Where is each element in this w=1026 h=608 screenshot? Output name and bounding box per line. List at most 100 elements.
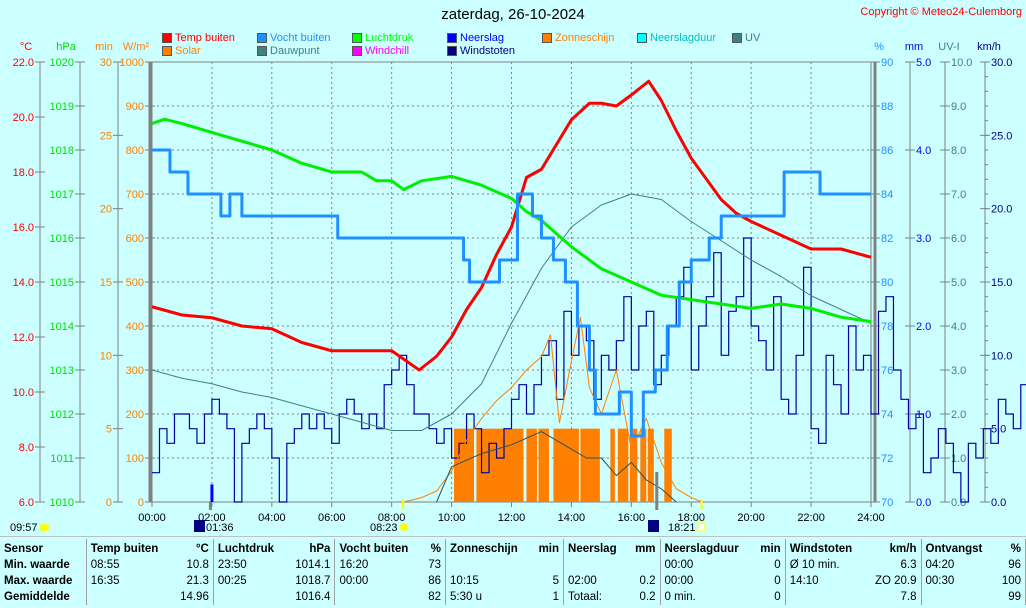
sunshine-bar: [476, 428, 524, 502]
axis-tick-label: 18.0: [13, 167, 34, 179]
cell-time: 00:00: [339, 575, 369, 587]
legend-label: Solar: [175, 45, 201, 57]
cell-value: 100: [994, 573, 1026, 589]
cell-time: [785, 589, 865, 605]
cell-time: 0 min.: [664, 591, 696, 603]
x-tick-label: 10:00: [438, 512, 466, 524]
axis-tick-label: 80: [881, 277, 893, 289]
cell-time: 00:25: [217, 575, 247, 587]
legend-item[interactable]: Neerslag: [447, 32, 504, 44]
axis-unit-rain: mm: [905, 41, 923, 53]
axis-tick-label: 74: [881, 409, 893, 421]
cell-value: 21.3: [171, 573, 214, 589]
axis-tick-label: 15: [100, 277, 112, 289]
axis-tick-label: 8.0: [19, 442, 34, 454]
cell-time: [446, 557, 532, 573]
cell-time: 5:30 u: [450, 591, 483, 603]
legend-item[interactable]: Dauwpunt: [257, 45, 320, 57]
legend-item[interactable]: Neerslagduur: [637, 32, 716, 44]
axis-tick-label: 1020: [50, 57, 74, 69]
legend-label: Neerslagduur: [650, 32, 717, 44]
legend-label: UV: [745, 32, 761, 44]
table-row: Gemiddelde 14.96 1016.4 82 5:30 u 1 Totaal: 0.2…: [0, 589, 1026, 605]
axis-tick-label: 0: [138, 497, 144, 509]
legend-swatch: [257, 46, 267, 56]
legend-item[interactable]: Vocht buiten: [257, 32, 331, 44]
legend-label: Neerslag: [460, 32, 505, 44]
sunshine-bar: [664, 428, 672, 502]
sunrise-label: 08:23: [370, 522, 398, 534]
column-header: Windstoten: [789, 543, 853, 555]
axis-unit-hum: %: [874, 41, 884, 53]
legend-label: Temp buiten: [175, 32, 235, 44]
moonrise-label: 01:36: [206, 522, 234, 534]
legend-item[interactable]: Solar: [162, 45, 201, 57]
series-uv: [436, 431, 677, 503]
axis-tick-label: 700: [126, 189, 144, 201]
cell-value: 86: [421, 573, 447, 589]
cell-time: 00:30: [925, 575, 955, 587]
copyright-link[interactable]: Copyright © Meteo24-Culemborg: [860, 6, 1022, 18]
summary-table: Sensor Temp buiten °C Luchtdruk hPa Vocht bui…: [0, 539, 1026, 605]
cell-time: 04:20: [925, 559, 955, 571]
column-header: Vocht buiten: [339, 543, 409, 555]
sunshine-bar: [526, 428, 537, 502]
cell-time: 14:10: [789, 575, 819, 587]
legend-swatch: [447, 46, 457, 56]
sunshine-bar: [647, 428, 654, 502]
axis-tick-label: 0.0: [951, 497, 966, 509]
column-unit: min: [752, 539, 786, 557]
axis-tick-label: 90: [881, 57, 893, 69]
axis-tick-label: 30.0: [991, 57, 1012, 69]
axis-tick-label: 78: [881, 321, 893, 333]
sunshine-bar: [538, 428, 549, 502]
cell-value: 1014.1: [285, 557, 336, 573]
sunshine-bar: [610, 428, 615, 502]
legend-item[interactable]: UV: [732, 32, 760, 44]
axis-tick-label: 1017: [50, 189, 74, 201]
cell-time: 00:00: [664, 559, 694, 571]
series-temp-buiten: [151, 79, 872, 372]
axis-tick-label: 10.0: [13, 387, 34, 399]
divider: [0, 536, 1026, 537]
x-tick-label: 00:00: [138, 512, 166, 524]
legend-item[interactable]: Temp buiten: [162, 32, 235, 44]
legend-label: Windchill: [365, 45, 410, 57]
axis-tick-label: 500: [126, 277, 144, 289]
sunset-label: 18:21: [668, 522, 696, 534]
axis-tick-label: 7.0: [951, 189, 966, 201]
cell-value: 5: [531, 573, 565, 589]
legend-item[interactable]: Luchtdruk: [352, 32, 413, 44]
cell-value: 73: [421, 557, 447, 573]
cell-value: 1016.4: [285, 589, 336, 605]
moonset-icon: [648, 520, 659, 532]
axis-tick-label: 2.0: [916, 321, 931, 333]
cell-value: [627, 557, 661, 573]
legend-item[interactable]: Windchill: [352, 45, 409, 57]
axis-tick-label: 3.0: [916, 233, 931, 245]
column-unit: km/h: [864, 539, 922, 557]
table-row: Max. waarde 16:35 21.3 00:25 1018.7 00:00 86 10…: [0, 573, 1026, 589]
cell-time: [213, 589, 286, 605]
legend-swatch: [162, 33, 172, 43]
sun-icon: [40, 524, 49, 531]
axis-tick-label: 1018: [50, 145, 74, 157]
series-vocht-buiten: [152, 148, 871, 438]
cell-time: Totaal:: [568, 591, 602, 603]
axis-tick-label: 1016: [50, 233, 74, 245]
x-tick-label: 08:00: [378, 512, 406, 524]
windstoten-line: [152, 237, 1026, 503]
sunshine-bar: [453, 428, 475, 502]
row-label: Max. waarde: [0, 573, 87, 589]
legend-item[interactable]: Windstoten: [447, 45, 515, 57]
axis-tick-label: 1011: [50, 453, 74, 465]
chart-title: zaterdag, 26-10-2024: [441, 6, 585, 23]
row-label: Gemiddelde: [0, 589, 87, 605]
legend-label: Zonneschijn: [555, 32, 615, 44]
series-luchtdruk: [151, 117, 872, 324]
axis-tick-label: 25: [100, 130, 112, 142]
legend-item[interactable]: Zonneschijn: [542, 32, 614, 44]
axis-tick-label: 30: [100, 57, 112, 69]
sunrise-icon: [400, 523, 408, 531]
rain-bar: [210, 484, 214, 502]
